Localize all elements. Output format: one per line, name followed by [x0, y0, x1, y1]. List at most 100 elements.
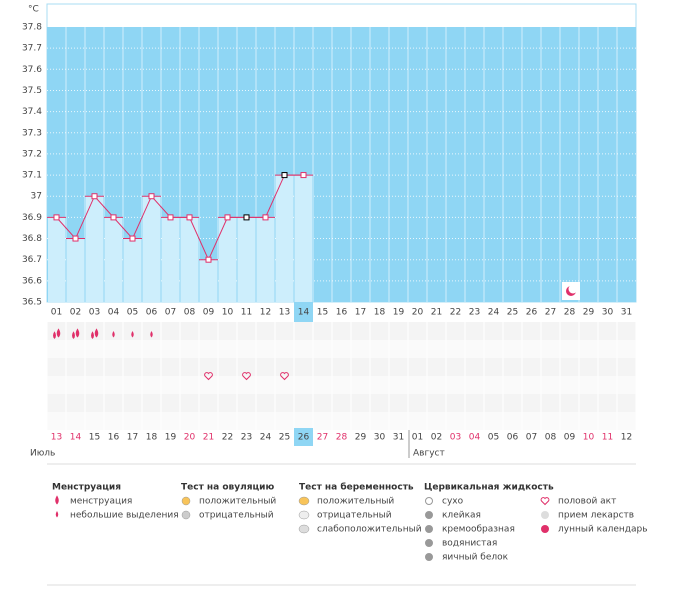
date-label: 01 [412, 433, 423, 443]
drop-icon [150, 331, 153, 338]
highlight [294, 302, 313, 322]
date-label: 18 [146, 433, 158, 443]
x-tick-label: 30 [602, 308, 614, 318]
bar [257, 217, 274, 302]
heart-icon [242, 372, 251, 381]
heart-icon [280, 372, 289, 381]
point [167, 214, 174, 221]
legend-item: клейкая [442, 511, 481, 521]
point [91, 193, 98, 200]
heart-icon [204, 372, 213, 381]
point [300, 172, 307, 179]
bar [105, 217, 122, 302]
y-tick-label: 36.5 [22, 298, 42, 308]
x-tick-label: 27 [545, 308, 556, 318]
point [110, 214, 117, 221]
legend-icon [425, 539, 433, 547]
legend-item: положительный [317, 497, 394, 507]
date-label: 15 [89, 433, 100, 443]
point [186, 214, 193, 221]
x-tick-label: 16 [336, 308, 348, 318]
month-label: Август [413, 449, 445, 459]
x-tick-label: 03 [89, 308, 100, 318]
row-band [47, 394, 636, 412]
legend-item: положительный [199, 497, 276, 507]
x-tick-label: 31 [621, 308, 632, 318]
x-tick-label: 25 [507, 308, 518, 318]
bar [238, 217, 255, 302]
bar [143, 196, 160, 302]
legend-icon [425, 511, 433, 519]
bar [48, 217, 65, 302]
date-label: 04 [469, 433, 481, 443]
legend-icon [541, 525, 549, 533]
date-label: 10 [583, 433, 595, 443]
legend-item: слабоположительный [317, 525, 422, 535]
moon-icon [562, 282, 580, 300]
x-tick-label: 12 [260, 308, 271, 318]
legend-icon [181, 496, 191, 506]
y-tick-label: 37.6 [22, 65, 42, 75]
x-tick-label: 02 [70, 308, 81, 318]
heart-icon [540, 497, 550, 506]
legend-item: кремообразная [442, 525, 515, 535]
x-tick-label: 28 [564, 308, 576, 318]
legend-icon [298, 496, 310, 506]
drop-icon [131, 331, 134, 338]
date-label: 20 [184, 433, 196, 443]
date-label: 25 [279, 433, 290, 443]
y-tick-label: 37.1 [22, 171, 42, 181]
bar [200, 259, 217, 302]
legend-item: лунный календарь [558, 525, 648, 535]
date-label: 07 [526, 433, 537, 443]
drop-icon [75, 328, 80, 338]
x-tick-label: 15 [317, 308, 328, 318]
drop-icon [94, 328, 99, 338]
legend-icon [541, 511, 549, 519]
date-label: 24 [260, 433, 272, 443]
y-tick-label: 36.6 [22, 276, 42, 286]
point [53, 214, 60, 221]
date-label: 05 [488, 433, 499, 443]
x-tick-label: 09 [203, 308, 215, 318]
x-tick-label: 26 [526, 308, 538, 318]
drop-icon [53, 331, 56, 339]
x-tick-label: 05 [127, 308, 138, 318]
point [224, 214, 231, 221]
bar [162, 217, 179, 302]
x-tick-label: 13 [279, 308, 290, 318]
date-label: 22 [222, 433, 233, 443]
row-band [47, 340, 636, 358]
date-label: 14 [70, 433, 82, 443]
point [129, 235, 136, 242]
drop-icon [55, 511, 59, 518]
row-band [47, 412, 636, 430]
x-tick-label: 19 [393, 308, 405, 318]
bar [86, 196, 103, 302]
bar [219, 217, 236, 302]
date-label: 08 [545, 433, 557, 443]
x-tick-label: 24 [488, 308, 500, 318]
x-tick-label: 04 [108, 308, 120, 318]
date-label: 02 [431, 433, 442, 443]
x-tick-label: 10 [222, 308, 234, 318]
y-tick-label: 37 [31, 192, 42, 202]
point [281, 172, 288, 179]
y-label: °C [28, 5, 39, 15]
bar [124, 238, 141, 302]
date-label: 11 [602, 433, 613, 443]
date-label: 19 [165, 433, 177, 443]
bar [181, 217, 198, 302]
point [205, 256, 212, 263]
month-label: Июль [30, 449, 55, 459]
point [72, 235, 79, 242]
date-label: 16 [108, 433, 120, 443]
date-label: 27 [317, 433, 328, 443]
date-label: 17 [127, 433, 138, 443]
legend-item: небольшие выделения [70, 511, 179, 521]
bar [67, 238, 84, 302]
legend-icon [298, 510, 310, 520]
x-tick-label: 17 [355, 308, 366, 318]
x-tick-label: 18 [374, 308, 386, 318]
